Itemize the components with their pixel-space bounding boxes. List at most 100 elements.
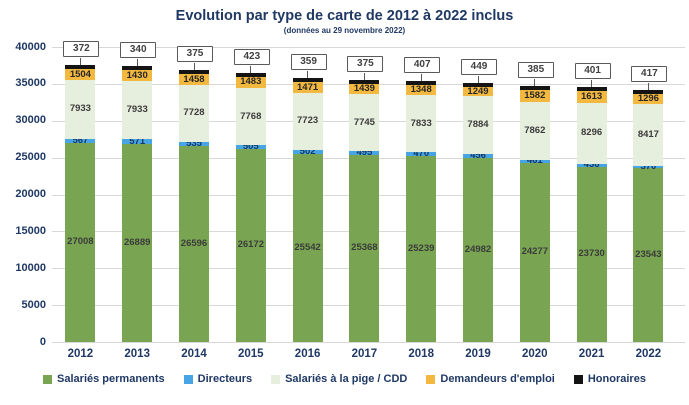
bar-segment-pige: [65, 80, 96, 139]
x-axis-label: 2017: [351, 348, 378, 360]
honoraires-callout: 423: [233, 49, 270, 66]
bar-value-label-directeurs: 502: [299, 145, 316, 157]
honoraires-callout: 401: [574, 62, 611, 79]
chart-title: Evolution par type de carte de 2012 à 20…: [175, 8, 514, 24]
bar-value-label-directeurs: 495: [356, 147, 373, 159]
x-axis-label: 2019: [465, 348, 491, 360]
callout-connector: [420, 73, 422, 81]
bar-value-label-pige: 7768: [240, 110, 262, 122]
bar-value-label-demandeurs: 1249: [467, 85, 489, 97]
chart-subtitle: (données au 29 novembre 2022): [283, 26, 406, 35]
bar-value-label-permanents: 25368: [351, 242, 378, 254]
bar-value-label-directeurs: 456: [470, 150, 486, 162]
bar-segment-pige: [292, 92, 323, 150]
bar-segment-honoraires: [65, 65, 96, 70]
legend-item-directeurs: Directeurs: [183, 373, 253, 385]
bar-value-label-permanents: 25239: [407, 242, 435, 254]
callout-connector: [477, 76, 479, 84]
y-axis-label: 20000: [15, 188, 46, 200]
bar-segment-honoraires: [292, 78, 323, 83]
bar-segment-pige: [406, 94, 437, 153]
legend-label-permanents: Salariés permanents: [57, 373, 165, 385]
bar-segment-honoraires: [122, 66, 153, 71]
honoraires-callout: 375: [347, 55, 384, 72]
legend-label-directeurs: Directeurs: [197, 373, 253, 385]
legend-swatch-directeurs: [183, 374, 193, 384]
bar-segment-permanents: [179, 145, 209, 342]
bar-segment-honoraires: [406, 80, 437, 85]
bar-segment-demandeurs: [179, 74, 209, 85]
bar-value-label-pige: 7884: [467, 119, 489, 131]
bar-value-label-permanents: 27008: [67, 236, 94, 248]
bar-segment-directeurs: [576, 163, 607, 167]
callout-connector: [193, 63, 195, 71]
bar-segment-permanents: [65, 142, 96, 342]
x-axis-label: 2022: [635, 348, 662, 360]
y-axis-label: 40000: [15, 40, 46, 53]
bar-segment-directeurs: [235, 145, 266, 149]
bar-value-label-pige: 7723: [297, 115, 319, 127]
bar-segment-directeurs: [633, 165, 664, 169]
bar-value-label-directeurs: 535: [186, 137, 202, 149]
honoraires-callout: 449: [461, 59, 497, 76]
x-axis-label: 2013: [124, 348, 150, 360]
bar-segment-directeurs: [122, 139, 153, 144]
bar-value-label-demandeurs: 1471: [297, 81, 319, 93]
bar-value-label-demandeurs: 1430: [126, 69, 148, 81]
bar-segment-permanents: [576, 166, 607, 342]
bar-segment-demandeurs: [235, 77, 266, 88]
y-axis-label: 0: [39, 335, 46, 348]
bar-segment-honoraires: [349, 79, 380, 84]
bar-segment-directeurs: [179, 141, 209, 146]
y-axis-label: 15000: [15, 224, 46, 237]
bar-segment-pige: [122, 80, 153, 140]
bar-value-label-pige: 7728: [183, 107, 205, 119]
callout-connector: [534, 78, 536, 86]
bar-segment-permanents: [463, 157, 493, 342]
bar-segment-pige: [576, 102, 607, 164]
bar-segment-permanents: [292, 153, 323, 342]
y-axis-label: 25000: [15, 151, 46, 164]
bar-segment-directeurs: [519, 159, 550, 163]
bar-segment-permanents: [349, 154, 380, 342]
bar-segment-demandeurs: [463, 87, 493, 97]
bar-value-label-permanents: 23730: [578, 248, 605, 260]
x-axis-label: 2018: [408, 348, 434, 360]
bar-segment-directeurs: [65, 138, 96, 143]
bar-value-label-demandeurs: 1504: [69, 68, 91, 80]
legend-swatch-permanents: [43, 374, 53, 384]
x-axis-label: 2016: [294, 348, 321, 360]
bar-value-label-directeurs: 436: [583, 159, 600, 171]
bar-segment-pige: [519, 101, 550, 160]
x-axis-label: 2020: [522, 348, 548, 360]
honoraires-callout: 385: [517, 61, 554, 78]
legend-item-pige: Salariés à la pige / CDD: [271, 373, 407, 385]
legend-label-honoraires: Honoraires: [587, 373, 646, 385]
bar-segment-permanents: [235, 148, 266, 342]
bar-segment-honoraires: [633, 90, 664, 94]
bar-segment-directeurs: [463, 154, 493, 158]
callout-connector: [250, 66, 252, 74]
honoraires-callout: 417: [631, 66, 668, 82]
bar-value-label-directeurs: 470: [413, 148, 430, 160]
bar-value-label-permanents: 24982: [464, 243, 492, 255]
bar-value-label-directeurs: 571: [129, 135, 146, 147]
bar-segment-permanents: [519, 162, 550, 342]
legend-label-pige: Salariés à la pige / CDD: [285, 373, 408, 385]
bar-segment-pige: [349, 94, 380, 152]
bar-value-label-permanents: 25542: [294, 241, 321, 253]
bar-value-label-permanents: 26889: [123, 236, 151, 248]
bar-value-label-directeurs: 505: [242, 141, 259, 153]
x-axis-label: 2014: [181, 348, 207, 360]
bar-segment-demandeurs: [519, 89, 550, 102]
bar-segment-honoraires: [519, 85, 550, 90]
callout-connector: [647, 83, 649, 90]
legend: Salariés permanents Directeurs Salariés à …: [0, 373, 689, 385]
honoraires-callout: 372: [63, 41, 100, 58]
y-axis-label: 10000: [15, 261, 46, 274]
bar-value-label-directeurs: 567: [72, 134, 89, 146]
honoraires-callout: 407: [404, 56, 441, 73]
bar-segment-permanents: [122, 143, 153, 342]
x-axis-label: 2021: [578, 348, 605, 360]
bar-value-label-demandeurs: 1582: [524, 89, 546, 101]
